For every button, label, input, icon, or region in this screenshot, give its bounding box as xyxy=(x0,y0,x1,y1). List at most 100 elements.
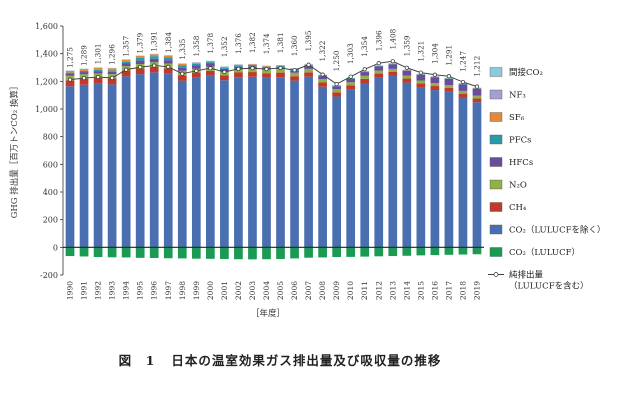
bar-segment xyxy=(458,97,468,248)
x-tick-label: 1994 xyxy=(122,281,131,300)
bar-segment xyxy=(93,67,103,70)
bar-segment xyxy=(135,60,145,65)
bar-segment xyxy=(332,96,342,248)
bar-segment xyxy=(458,93,468,98)
net-line-point xyxy=(292,68,297,73)
bar-segment xyxy=(135,57,145,61)
x-tick-label: 1997 xyxy=(164,281,173,300)
y-tick-label: 600 xyxy=(43,160,58,169)
x-tick-label: 1998 xyxy=(178,281,187,300)
net-emissions-line xyxy=(67,59,480,89)
bar-lulucf xyxy=(304,247,313,258)
total-label: 1,303 xyxy=(346,43,355,64)
bar-segment xyxy=(121,70,131,77)
legend-swatch xyxy=(489,157,503,167)
total-label: 1,381 xyxy=(276,32,285,53)
x-tick-label: 2017 xyxy=(444,281,453,300)
bar-segment xyxy=(458,90,468,94)
total-label: 1,212 xyxy=(472,56,481,77)
bar-segment xyxy=(107,70,117,72)
bar-segment xyxy=(402,82,412,248)
net-line-point xyxy=(460,79,466,85)
net-line-point xyxy=(222,69,227,74)
bar-segment xyxy=(402,75,412,79)
net-line-point xyxy=(432,72,437,77)
x-tick-label: 2002 xyxy=(234,281,243,300)
net-line-point xyxy=(138,65,143,70)
y-tick-label: 0 xyxy=(53,243,58,252)
bar-segment xyxy=(430,90,440,248)
bar-segment xyxy=(318,86,327,248)
total-label: 1,354 xyxy=(360,36,369,57)
figure-caption: 図 1 日本の温室効果ガス排出量及び吸収量の推移 xyxy=(0,350,560,369)
bar-segment xyxy=(163,73,173,248)
bar-segment xyxy=(191,62,201,64)
bar-segment xyxy=(318,82,327,87)
total-label: 1,378 xyxy=(206,32,215,53)
net-line-point xyxy=(390,59,395,64)
bar-segment xyxy=(177,67,187,71)
bar-segment xyxy=(290,76,299,81)
bar-segment xyxy=(360,72,370,76)
bar-segment xyxy=(416,83,426,88)
bar-segment xyxy=(360,82,370,248)
total-label: 1,395 xyxy=(304,30,313,51)
bar-lulucf xyxy=(93,247,103,258)
bar-segment xyxy=(121,76,131,248)
bar-lulucf xyxy=(135,247,145,258)
bar-segment xyxy=(360,78,370,83)
x-tick-label: 1999 xyxy=(192,281,201,300)
y-tick-label: 200 xyxy=(43,216,58,225)
bar-segment xyxy=(220,67,229,69)
y-tick-label: 1,600 xyxy=(35,22,58,31)
bar-segment xyxy=(234,77,243,248)
legend-label: HFCs xyxy=(509,158,533,168)
y-tick-label: 1,400 xyxy=(35,50,58,59)
bar-lulucf xyxy=(458,247,468,255)
net-line-point xyxy=(124,67,129,72)
bar-lulucf xyxy=(79,247,89,257)
bar-segment xyxy=(177,63,187,66)
total-label: 1,384 xyxy=(164,32,173,53)
x-tick-label: 1991 xyxy=(80,281,89,300)
total-label: 1,382 xyxy=(248,32,257,53)
bar-segment xyxy=(374,70,384,74)
bar-lulucf xyxy=(360,247,370,257)
total-label: 1,335 xyxy=(178,38,187,59)
bar-segment xyxy=(388,68,398,72)
bar-segment xyxy=(163,57,173,61)
net-line-point xyxy=(306,62,311,67)
bars xyxy=(63,53,484,260)
bar-segment xyxy=(220,80,229,248)
bar-segment xyxy=(79,78,89,85)
bar-segment xyxy=(276,65,285,67)
total-label: 1,304 xyxy=(430,43,439,64)
bar-segment xyxy=(135,74,145,248)
bar-segment xyxy=(121,59,131,62)
bar-segment xyxy=(248,72,257,77)
net-line-point xyxy=(67,77,73,82)
bar-segment xyxy=(388,64,398,69)
bar-segment xyxy=(262,69,271,74)
y-axis-label: GHG 排出量［百万トンCO₂ 換算］ xyxy=(9,82,20,219)
bar-segment xyxy=(234,65,243,67)
bar-segment xyxy=(374,66,384,71)
bar-segment xyxy=(205,75,215,248)
bar-segment xyxy=(290,72,299,77)
bar-segment xyxy=(346,78,356,79)
bar-segment xyxy=(65,70,75,73)
legend-line-marker xyxy=(493,272,499,277)
bar-lulucf xyxy=(234,247,243,260)
figure-title: 日本の温室効果ガス排出量及び吸収量の推移 xyxy=(171,353,442,368)
x-tick-label: 2009 xyxy=(332,281,341,300)
net-line-point xyxy=(278,65,283,70)
bar-segment xyxy=(444,91,454,248)
x-tick-label: 2001 xyxy=(220,281,229,300)
bar-lulucf xyxy=(416,247,426,256)
bar-segment xyxy=(402,70,412,76)
y-tick-label: 800 xyxy=(43,133,58,142)
total-label: 1,360 xyxy=(290,35,299,56)
bar-segment xyxy=(121,63,131,67)
bar-segment xyxy=(248,68,257,73)
bar-segment xyxy=(346,85,356,90)
